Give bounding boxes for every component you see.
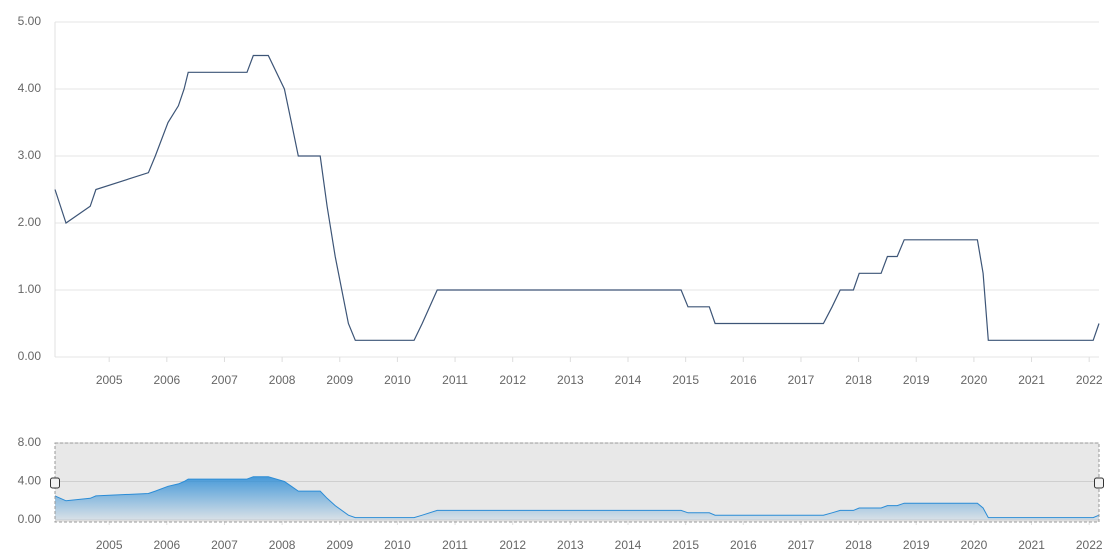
x-tick-label: 2017	[788, 538, 815, 552]
x-tick-label: 2020	[961, 538, 988, 552]
x-tick-label: 2021	[1018, 538, 1045, 552]
x-tick-label: 2009	[326, 373, 353, 387]
x-tick-label: 2022	[1076, 538, 1103, 552]
x-tick-label: 2010	[384, 373, 411, 387]
x-tick-label: 2013	[557, 373, 584, 387]
y-tick-label: 5.00	[18, 14, 42, 28]
x-tick-label: 2014	[615, 538, 642, 552]
x-tick-label: 2006	[153, 538, 180, 552]
x-tick-label: 2021	[1018, 373, 1045, 387]
x-tick-label: 2005	[96, 538, 123, 552]
x-tick-label: 2008	[269, 373, 296, 387]
y-tick-label: 4.00	[18, 81, 42, 95]
x-tick-label: 2017	[788, 373, 815, 387]
x-tick-label: 2019	[903, 373, 930, 387]
x-tick-label: 2016	[730, 538, 757, 552]
x-tick-label: 2019	[903, 538, 930, 552]
x-tick-label: 2006	[153, 373, 180, 387]
x-tick-label: 2018	[845, 373, 872, 387]
x-tick-label: 2008	[269, 538, 296, 552]
y-tick-label: 0.00	[18, 349, 42, 363]
x-tick-label: 2005	[96, 373, 123, 387]
y-tick-label: 8.00	[18, 435, 42, 449]
x-tick-label: 2015	[672, 373, 699, 387]
x-tick-label: 2022	[1076, 373, 1103, 387]
x-tick-label: 2009	[326, 538, 353, 552]
x-tick-label: 2012	[499, 373, 526, 387]
navigator-line	[54, 476, 1100, 519]
x-tick-label: 2011	[442, 538, 468, 552]
y-tick-label: 2.00	[18, 215, 42, 229]
x-tick-label: 2011	[442, 373, 468, 387]
x-tick-label: 2018	[845, 538, 872, 552]
y-tick-label: 0.00	[18, 512, 42, 526]
x-tick-label: 2013	[557, 538, 584, 552]
navigator-area	[55, 476, 1099, 520]
y-tick-label: 1.00	[18, 282, 42, 296]
navigator-handle[interactable]	[1094, 477, 1104, 489]
navigator-handle[interactable]	[50, 477, 60, 489]
x-tick-label: 2014	[615, 373, 642, 387]
x-tick-label: 2007	[211, 538, 238, 552]
x-tick-label: 2015	[672, 538, 699, 552]
x-tick-label: 2020	[961, 373, 988, 387]
y-tick-label: 3.00	[18, 148, 42, 162]
x-tick-label: 2016	[730, 373, 757, 387]
x-tick-label: 2010	[384, 538, 411, 552]
x-tick-label: 2012	[499, 538, 526, 552]
data-line	[54, 54, 1100, 341]
y-tick-label: 4.00	[18, 474, 42, 488]
x-tick-label: 2007	[211, 373, 238, 387]
